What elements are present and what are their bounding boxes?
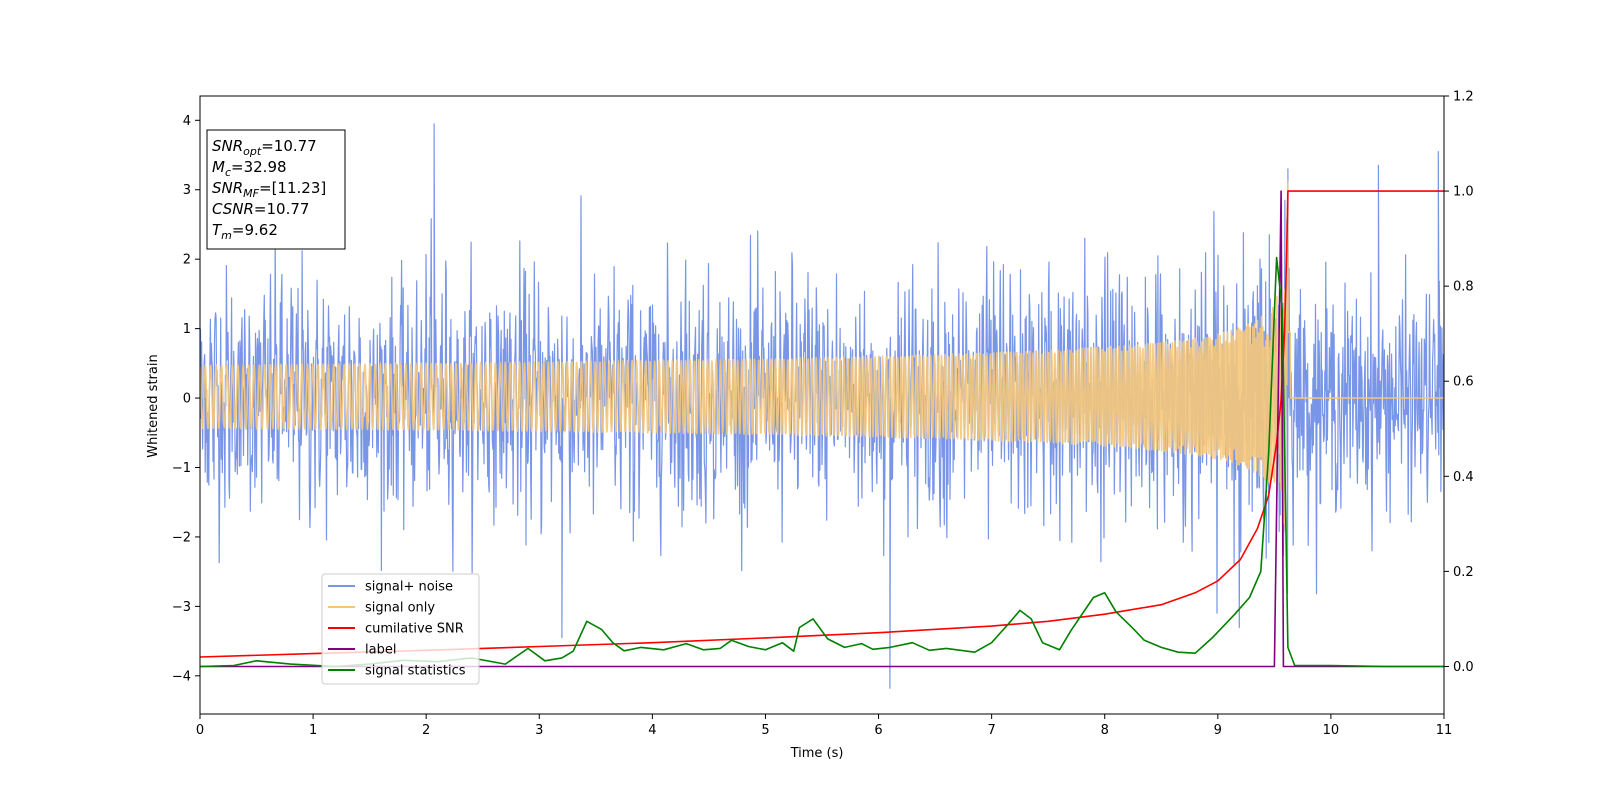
annotation-lines: SNRopt=10.77Mc=32.98SNRMF=[11.23]CSNR=10… — [212, 137, 326, 242]
y-left-tick-label: 4 — [183, 114, 191, 129]
x-tick-label: 4 — [648, 723, 656, 738]
axes: 0 1 2 3 4 5 6 7 8 9 10 11 −4 −3 −2 −1 0 1 2 3 4 0.0 0.2 0.4 0.6 0… — [172, 90, 1474, 739]
y-right-tick-label: 1.2 — [1453, 90, 1474, 105]
annotation-line: Mc=32.98 — [212, 158, 287, 179]
y-axis-label-left: Whitened strain — [146, 354, 161, 457]
x-tick-label: 8 — [1101, 723, 1109, 738]
legend-label: signal statistics — [365, 664, 466, 679]
legend-label: signal only — [365, 601, 435, 616]
x-tick-label: 0 — [196, 723, 204, 738]
x-tick-label: 10 — [1323, 723, 1340, 738]
y-right-tick-label: 0.2 — [1453, 565, 1474, 580]
x-tick-label: 6 — [874, 723, 882, 738]
y-left-tick-label: −3 — [172, 600, 191, 615]
x-tick-label: 5 — [761, 723, 769, 738]
y-right-tick-label: 0.4 — [1453, 470, 1474, 485]
x-tick-label: 2 — [422, 723, 430, 738]
annotation-line: SNRopt=10.77 — [212, 137, 317, 158]
x-tick-label: 9 — [1214, 723, 1222, 738]
annotation-box: SNRopt=10.77Mc=32.98SNRMF=[11.23]CSNR=10… — [206, 129, 346, 250]
annotation-line: CSNR=10.77 — [212, 200, 309, 218]
y-left-tick-label: −1 — [172, 461, 191, 476]
y-right-tick-label: 0.8 — [1453, 280, 1474, 295]
series-line-signal-only — [200, 180, 1444, 533]
legend-items: signal+ noise signal only cumilative SNR la… — [328, 580, 466, 679]
x-tick-label: 3 — [535, 723, 543, 738]
y-right-tick-label: 0.0 — [1453, 660, 1474, 675]
plot-frame — [199, 95, 1445, 715]
y-left-tick-label: 2 — [183, 253, 191, 268]
legend-label: label — [365, 643, 396, 658]
plot-area — [200, 123, 1444, 689]
legend-label: signal+ noise — [365, 580, 453, 595]
legend-label: cumilative SNR — [365, 622, 464, 637]
series-line-signal-noise — [200, 123, 1444, 689]
x-axis-label: Time (s) — [790, 746, 844, 761]
y-left-tick-label: −4 — [172, 669, 191, 684]
annotation-line: SNRMF=[11.23] — [212, 179, 326, 200]
y-left-tick-label: 3 — [183, 183, 191, 198]
x-tick-label: 11 — [1436, 723, 1453, 738]
x-tick-label: 7 — [987, 723, 995, 738]
y-left-tick-label: −2 — [172, 530, 191, 545]
y-left-tick-label: 0 — [183, 392, 191, 407]
y-right-tick-label: 1.0 — [1453, 185, 1474, 200]
annotation-line: Tm=9.62 — [212, 221, 278, 242]
series-line-label — [200, 190, 1444, 668]
x-tick-label: 1 — [309, 723, 317, 738]
legend: signal+ noise signal only cumilative SNR la… — [321, 573, 480, 685]
series-line-signal-statistics — [200, 256, 1444, 668]
y-right-tick-label: 0.6 — [1453, 375, 1474, 390]
y-left-tick-label: 1 — [183, 322, 191, 337]
